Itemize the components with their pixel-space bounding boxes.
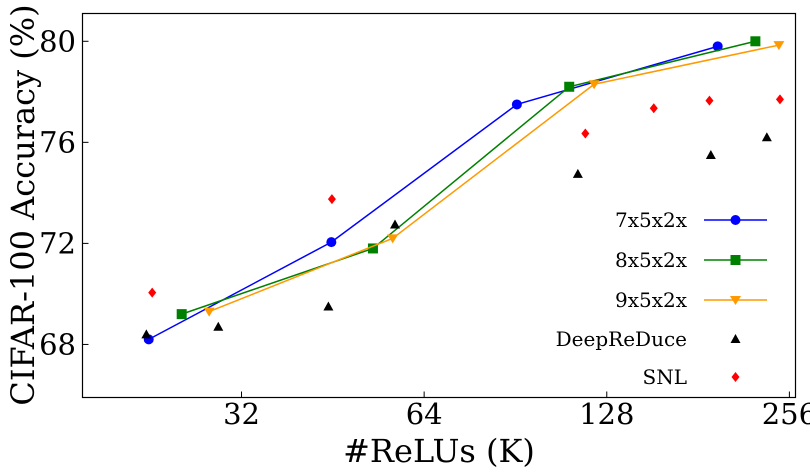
data-point xyxy=(705,149,716,159)
data-point xyxy=(564,81,575,92)
legend-label: SNL xyxy=(643,365,687,389)
legend-marker xyxy=(730,296,741,305)
x-tick-label: 64 xyxy=(406,397,443,431)
data-point xyxy=(775,94,784,105)
legend-marker xyxy=(730,215,741,225)
legend-label: 7x5x2x xyxy=(615,208,688,232)
data-point xyxy=(581,128,590,139)
y-tick-label: 68 xyxy=(39,327,76,361)
y-tick-label: 80 xyxy=(39,24,76,58)
data-point xyxy=(649,103,658,114)
data-series xyxy=(141,36,785,345)
x-tick-label: 256 xyxy=(762,397,810,431)
data-point xyxy=(712,41,723,52)
legend-label: DeepReDuce xyxy=(556,327,687,351)
data-point xyxy=(390,219,401,229)
series-8x5x2x xyxy=(176,36,761,320)
data-point xyxy=(141,329,152,339)
data-point xyxy=(176,309,187,320)
series-deepreduce xyxy=(141,132,772,339)
data-point xyxy=(705,95,714,106)
legend-label: 8x5x2x xyxy=(615,248,688,272)
y-tick-label: 72 xyxy=(39,226,76,260)
y-tick-label: 76 xyxy=(39,125,76,159)
x-tick-label: 128 xyxy=(579,397,634,431)
data-point xyxy=(213,321,224,331)
data-point xyxy=(367,243,378,254)
plot-frame xyxy=(81,12,797,399)
series-line xyxy=(208,44,780,313)
data-point xyxy=(572,168,583,178)
data-point xyxy=(773,41,785,51)
data-point xyxy=(761,132,772,142)
legend-marker xyxy=(731,372,740,382)
series-line xyxy=(181,40,756,315)
legend-marker xyxy=(730,255,741,265)
data-point xyxy=(327,194,336,205)
y-axis-title: CIFAR-100 Accuracy (%) xyxy=(4,4,42,405)
data-point xyxy=(750,36,761,47)
legend-label: 9x5x2x xyxy=(615,288,688,312)
x-axis-title: #ReLUs (K) xyxy=(343,432,535,470)
data-point xyxy=(511,99,522,110)
data-point xyxy=(588,80,600,90)
data-point xyxy=(148,287,157,298)
legend: 7x5x2x 8x5x2x 9x5x2x DeepReDuce SNL xyxy=(556,208,767,389)
series-9x5x2x xyxy=(203,41,785,317)
data-point xyxy=(326,237,337,248)
x-tick-label: 32 xyxy=(223,397,260,431)
data-point xyxy=(323,301,334,311)
data-point xyxy=(387,234,399,244)
legend-marker xyxy=(730,334,741,343)
series-snl xyxy=(148,94,784,298)
data-point xyxy=(203,307,215,317)
axis-ticks: 32 64 128 256 68 72 76 80 xyxy=(39,24,810,431)
